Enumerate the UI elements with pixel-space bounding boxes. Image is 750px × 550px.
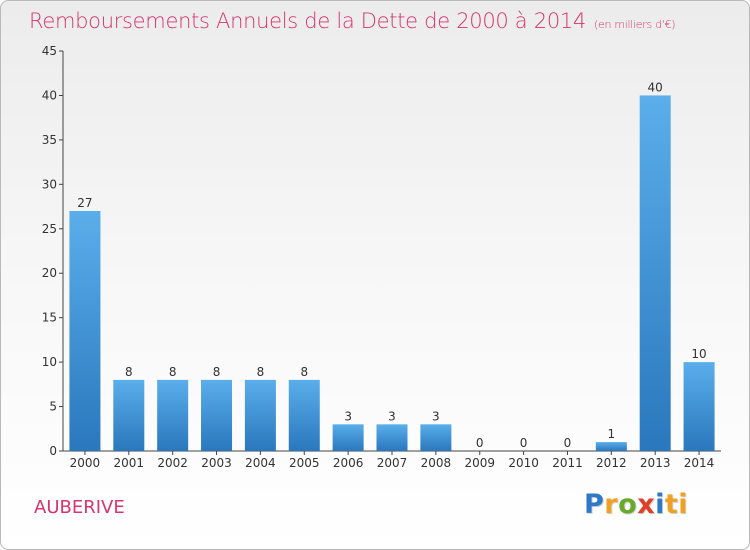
bar <box>288 379 320 451</box>
y-tick-label: 5 <box>49 400 57 414</box>
bar <box>69 211 101 451</box>
x-tick-label: 2007 <box>377 456 408 470</box>
bar <box>683 362 715 451</box>
bar-value-label: 8 <box>300 365 308 379</box>
bar-value-label: 8 <box>125 365 133 379</box>
x-tick-label: 2013 <box>640 456 671 470</box>
y-tick-label: 20 <box>42 266 57 280</box>
x-tick-label: 2004 <box>245 456 276 470</box>
bar-value-label: 8 <box>213 365 221 379</box>
bar-value-label: 0 <box>476 436 484 450</box>
bar-value-label: 0 <box>520 436 528 450</box>
x-tick-label: 2006 <box>333 456 364 470</box>
x-tick-label: 2012 <box>596 456 627 470</box>
chart-title-text: Remboursements Annuels de la Dette de 20… <box>29 9 586 33</box>
x-tick-label: 2005 <box>289 456 320 470</box>
x-tick-label: 2011 <box>552 456 583 470</box>
bar <box>244 379 276 451</box>
bar-value-label: 0 <box>564 436 572 450</box>
y-tick-label: 35 <box>42 133 57 147</box>
bar-value-label: 3 <box>388 409 396 423</box>
bar <box>420 424 452 451</box>
commune-name: AUBERIVE <box>34 497 125 518</box>
chart-unit: (en milliers d'€) <box>594 18 676 31</box>
x-tick-label: 2000 <box>70 456 101 470</box>
bar <box>157 379 189 451</box>
y-tick-label: 25 <box>42 222 57 236</box>
bar <box>332 424 364 451</box>
chart-bars: 27 8 8 8 8 8 3 3 3 0 0 0 1 40 10 <box>69 80 715 451</box>
y-tick-label: 0 <box>49 444 57 458</box>
y-tick-label: 40 <box>42 88 57 102</box>
x-tick-label: 2001 <box>114 456 145 470</box>
bar-value-label: 1 <box>608 427 616 441</box>
x-tick-label: 2002 <box>157 456 188 470</box>
bar <box>201 379 233 451</box>
x-tick-label: 2008 <box>421 456 452 470</box>
bar <box>376 424 408 451</box>
bar-value-label: 3 <box>432 409 440 423</box>
y-tick-label: 30 <box>42 177 57 191</box>
bar-value-label: 8 <box>257 365 265 379</box>
bar-value-label: 10 <box>691 347 706 361</box>
bar-value-label: 8 <box>169 365 177 379</box>
y-tick-label: 45 <box>42 44 57 58</box>
x-tick-label: 2014 <box>684 456 715 470</box>
x-tick-label: 2003 <box>201 456 232 470</box>
y-tick-label: 10 <box>42 355 57 369</box>
bar <box>113 379 145 451</box>
proxiti-logo: Proxiti <box>584 489 689 520</box>
y-tick-label: 15 <box>42 311 57 325</box>
bar-value-label: 40 <box>648 80 663 94</box>
x-tick-label: 2009 <box>464 456 495 470</box>
bar-value-label: 3 <box>344 409 352 423</box>
bar-value-label: 27 <box>77 196 92 210</box>
bar <box>595 442 627 451</box>
bar <box>639 95 671 451</box>
chart-title: Remboursements Annuels de la Dette de 20… <box>29 9 675 33</box>
x-tick-label: 2010 <box>508 456 539 470</box>
